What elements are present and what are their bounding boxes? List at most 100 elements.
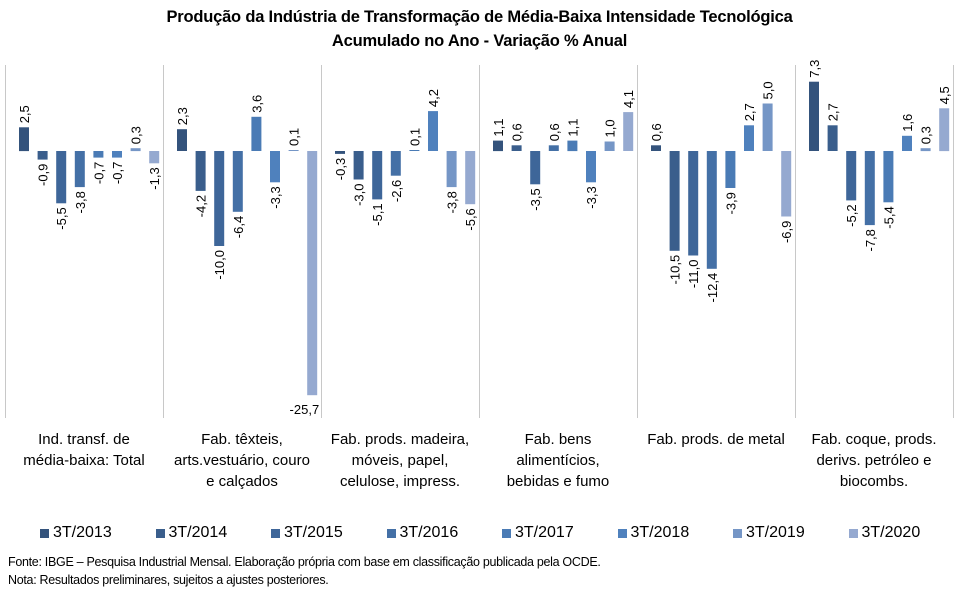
category-label-line: Fab. prods. madeira, [330, 431, 470, 448]
data-label: 1,1 [491, 119, 506, 137]
bar [251, 116, 262, 151]
bar [74, 151, 85, 188]
bar [214, 151, 225, 246]
category-label: Ind. transf. de média-baixa: Total [5, 429, 163, 471]
data-label: -0,3 [333, 158, 348, 180]
category-label-line: Fab. têxteis, [201, 431, 283, 448]
bar [149, 151, 160, 164]
category-label: Fab. prods. de metal [637, 429, 795, 450]
data-label: 0,3 [919, 126, 934, 144]
data-label: -3,8 [73, 191, 88, 213]
data-label: -3,3 [268, 186, 283, 208]
data-label: 0,3 [129, 126, 144, 144]
data-label: -10,0 [212, 250, 227, 280]
bar [651, 145, 661, 151]
data-label: 0,6 [510, 123, 525, 141]
data-label: -12,4 [705, 273, 720, 303]
bar [19, 127, 29, 152]
data-label: 2,3 [175, 107, 190, 125]
data-label: -6,9 [779, 221, 794, 243]
category-label-line: arts.vestuário, couro [174, 452, 310, 469]
bar [409, 150, 420, 151]
category-label-line: móveis, papel, [351, 452, 449, 469]
bar [511, 145, 522, 151]
data-label: 5,0 [761, 81, 776, 99]
data-label: -0,7 [91, 162, 106, 184]
bar [864, 151, 875, 226]
data-label: -3,9 [723, 192, 738, 214]
bar [548, 145, 559, 151]
data-label: -1,3 [147, 167, 162, 189]
legend-label: 3T/2019 [746, 524, 805, 541]
data-label: -5,5 [54, 207, 69, 229]
category-label-line: alimentícios, [516, 452, 600, 469]
legend-label: 3T/2017 [515, 524, 574, 541]
category-label: Fab. têxteis, arts.vestuário, couro e calç… [163, 429, 321, 492]
chart-title: Produção da Indústria de Transformação d… [166, 8, 793, 26]
bar [920, 148, 931, 152]
category-label-line: bebidas e fumo [506, 473, 610, 490]
data-label: 0,1 [407, 128, 422, 146]
legend-swatch [617, 528, 627, 538]
category-label: Fab. prods. madeira, móveis, papel, celulo… [321, 429, 479, 492]
bar [446, 151, 457, 188]
bar [883, 151, 894, 203]
data-label: -0,9 [36, 164, 51, 186]
legend-swatch [386, 528, 396, 538]
bar [195, 151, 206, 191]
bar [353, 151, 364, 180]
legend-swatch [502, 528, 511, 538]
category-label-line: Ind. transf. de [38, 431, 130, 448]
legend-label: 3T/2018 [630, 524, 690, 541]
data-label: 0,1 [287, 128, 302, 146]
data-label: 2,7 [742, 103, 757, 121]
data-label: -3,0 [352, 184, 367, 206]
bar [372, 151, 383, 200]
legend-label: 3T/2016 [399, 524, 459, 541]
category-label-line: derivs. petróleo e [816, 452, 932, 469]
data-label: 2,5 [17, 105, 32, 123]
data-label: 7,3 [807, 60, 822, 78]
bar [177, 129, 187, 151]
legend-item: 3T/2013 [40, 524, 112, 542]
data-label: 4,1 [621, 90, 636, 108]
data-label: -6,4 [231, 216, 246, 238]
legend: 3T/2013 3T/2014 3T/2015 3T/2016 3T/2017 3T/20… [0, 524, 959, 546]
bar [530, 151, 541, 185]
data-label: -0,7 [110, 162, 125, 184]
bar [827, 125, 838, 151]
data-label: -2,6 [389, 180, 404, 202]
bar [335, 151, 345, 154]
bar [112, 151, 122, 158]
bar [623, 112, 634, 151]
legend-swatch [848, 528, 858, 538]
bar [586, 151, 596, 183]
legend-label: 3T/2013 [53, 524, 112, 541]
data-label: 3,6 [249, 95, 264, 113]
legend-swatch [40, 528, 49, 538]
bar [493, 140, 503, 152]
data-label: -11,0 [686, 260, 701, 289]
category-label-line: Fab. bens [524, 431, 592, 448]
bar [604, 141, 615, 151]
data-label: 1,0 [603, 119, 618, 137]
bar [428, 111, 438, 151]
chart-subtitle: Acumulado no Ano - Variação % Anual [331, 32, 628, 50]
data-label: -25,7 [290, 402, 320, 417]
bar [781, 151, 792, 217]
bar [288, 150, 299, 151]
bar [37, 151, 48, 160]
bar [706, 151, 717, 269]
legend-label: 3T/2014 [168, 524, 228, 541]
category-label-line: celulose, impress. [339, 473, 461, 490]
preliminary-note: Nota: Resultados preliminares, sujeitos … [8, 573, 329, 587]
category-label: Fab. coque, prods. derivs. petróleo e bioc… [795, 429, 953, 492]
bar [744, 125, 754, 151]
data-label: -5,2 [844, 204, 859, 226]
data-label: -3,5 [528, 188, 543, 210]
data-label: -3,8 [445, 191, 460, 213]
bar [390, 151, 401, 176]
legend-swatch [155, 528, 165, 538]
legend-swatch [271, 528, 280, 538]
